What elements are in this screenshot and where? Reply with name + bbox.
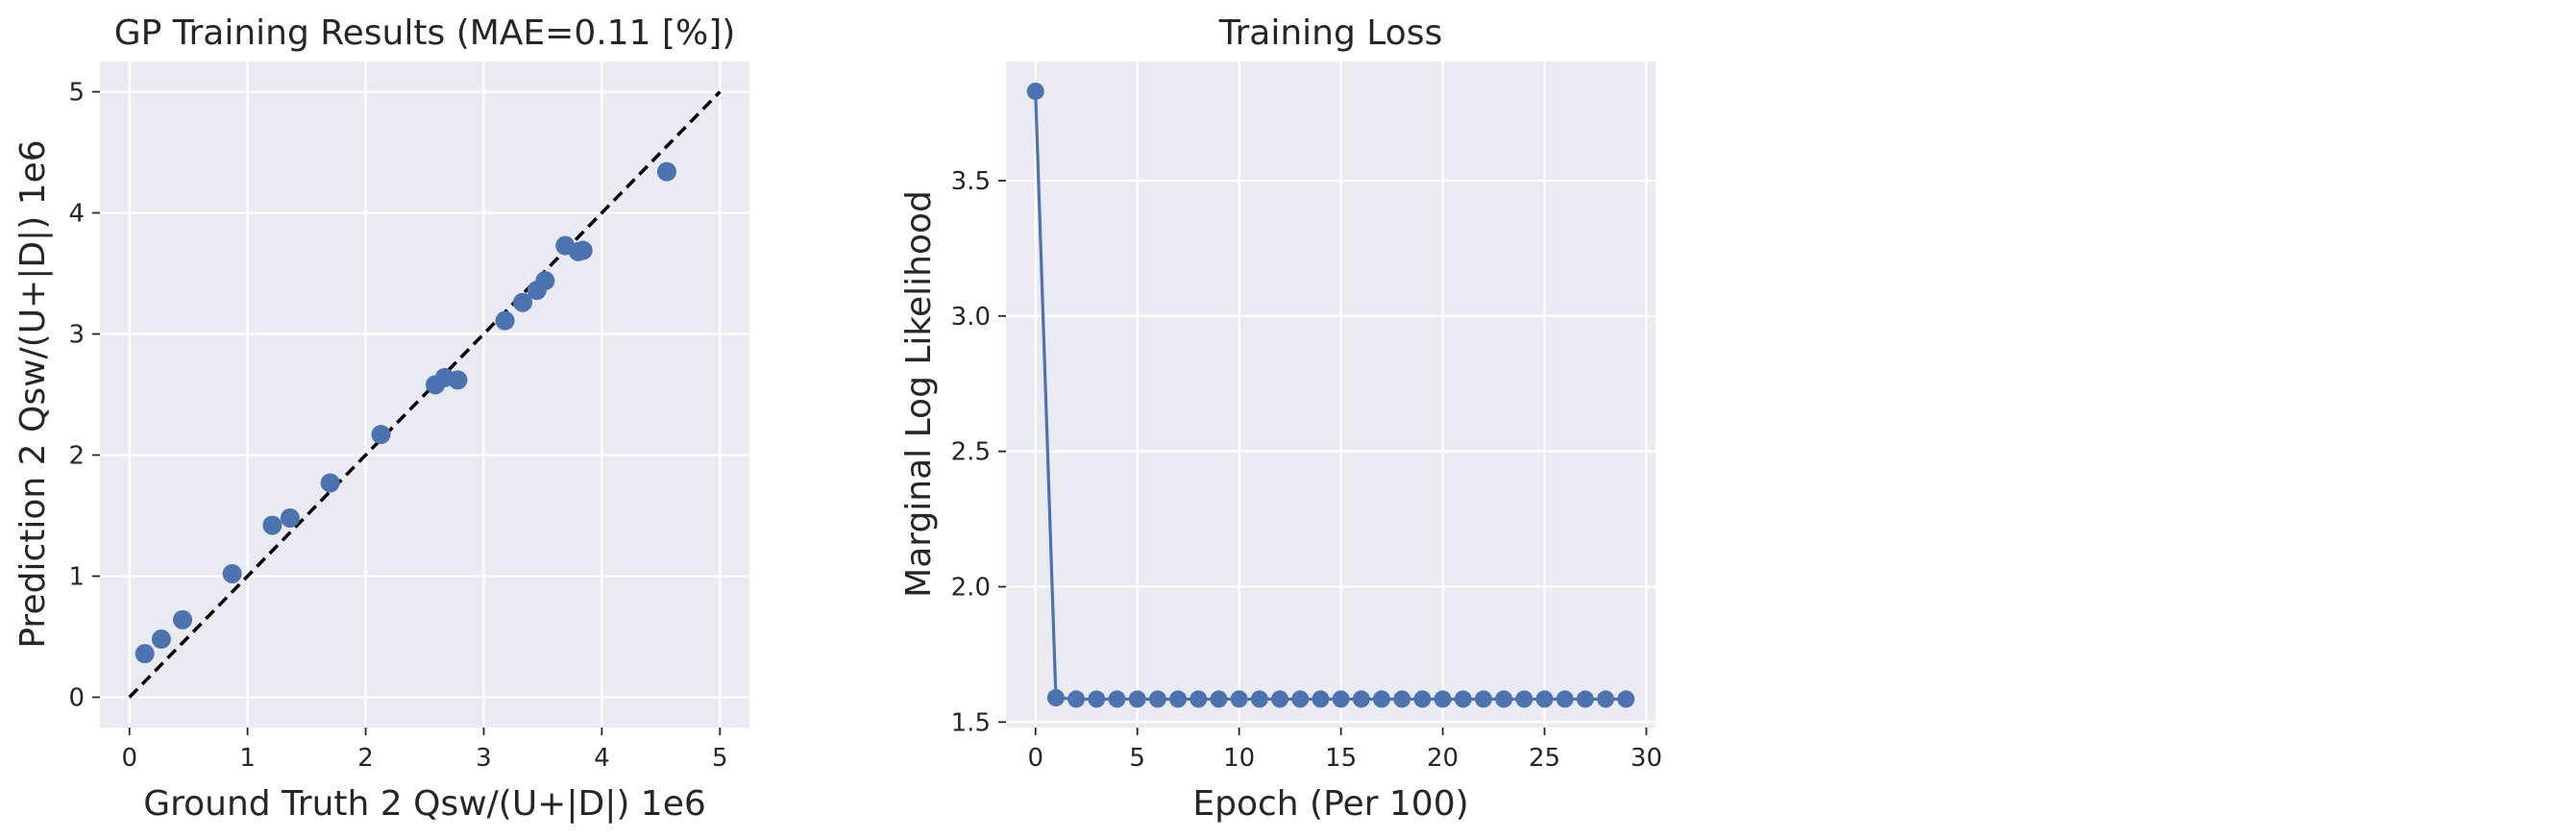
loss-point [1576,690,1594,708]
scatter-point [573,240,593,260]
loss-point [1230,690,1248,708]
scatter-point [262,515,282,535]
scatter-point [135,644,155,664]
loss-point [1190,690,1208,708]
loss-point [1291,690,1310,708]
x-tick-label: 3 [476,744,492,773]
loss-point [1495,690,1513,708]
identity-reference-line [128,90,722,699]
scatter-point [173,609,193,629]
scatter-point [222,563,242,583]
scatter-chart-gp-training: 0 1 2 3 4 5 0 1 2 3 4 5 GP Training Results (MAE=0.… [13,13,749,824]
y-tick-label: 0 [68,684,85,713]
y-tick-label: 5 [68,79,85,108]
loss-point [1556,690,1574,708]
axis-ticks: 0 5 10 15 20 25 30 1.5 2.0 2.5 3.0 3.5 [951,167,1662,773]
plot-area-background [1006,62,1656,728]
loss-point [1515,690,1533,708]
y-tick-label: 2 [68,442,85,471]
scatter-point [371,425,391,445]
scatter-point [513,292,533,312]
loss-point [1474,690,1492,708]
loss-point [1434,690,1452,708]
x-tick-label: 1 [239,744,256,773]
scatter-point [656,161,676,182]
y-tick-label: 1.5 [951,708,991,737]
x-tick-label: 10 [1223,744,1255,773]
loss-point [1046,689,1065,707]
axis-ticks: 0 1 2 3 4 5 0 1 2 3 4 5 [68,79,727,774]
loss-point [1393,690,1411,708]
y-tick-label: 2.0 [951,574,991,603]
scatter-point [535,271,555,291]
loss-point [1372,690,1390,708]
y-tick-label: 3.0 [951,303,991,332]
loss-point [1352,690,1370,708]
y-tick-label: 3.5 [951,167,991,196]
loss-point [1169,690,1188,708]
x-axis-label: Epoch (Per 100) [1192,784,1468,824]
scatter-point [280,508,300,529]
loss-point [1108,690,1126,708]
loss-point [1597,690,1615,708]
loss-point [1271,690,1289,708]
loss-point [1210,690,1228,708]
x-axis-label: Ground Truth 2 Qsw/(U+|D|) 1e6 [143,784,706,824]
scatter-point [151,629,171,650]
y-axis-label: Marginal Log Likelihood [899,190,939,598]
x-tick-label: 4 [594,744,610,773]
x-tick-label: 0 [121,744,137,773]
x-tick-label: 5 [1129,744,1145,773]
x-tick-label: 2 [357,744,374,773]
loss-point [1454,690,1472,708]
data-points [135,161,676,664]
y-axis-label: Prediction 2 Qsw/(U+|D|) 1e6 [13,139,53,648]
chart-title: GP Training Results (MAE=0.11 [%]) [114,13,736,53]
x-tick-label: 30 [1631,744,1662,773]
chart-title: Training Loss [1218,13,1442,53]
grid-lines [1006,62,1656,728]
loss-point [1088,690,1106,708]
x-tick-label: 25 [1529,744,1560,773]
loss-point [1617,690,1635,708]
x-tick-label: 5 [712,744,728,773]
loss-point [1535,690,1554,708]
loss-point [1148,690,1166,708]
grid-lines [100,62,749,728]
loss-point [1250,690,1268,708]
scatter-point [320,473,340,493]
loss-series-markers [1026,82,1635,708]
y-tick-label: 2.5 [951,438,991,467]
loss-point [1312,690,1330,708]
loss-point [1332,690,1350,708]
loss-point [1026,82,1044,100]
loss-point [1128,690,1146,708]
x-tick-label: 15 [1325,744,1357,773]
loss-point [1413,690,1432,708]
scatter-point [448,370,468,390]
line-chart-training-loss: 0 5 10 15 20 25 30 1.5 2.0 2.5 3.0 3.5 Training Los… [899,13,1662,824]
y-tick-label: 4 [68,200,85,229]
x-tick-label: 20 [1427,744,1459,773]
x-tick-label: 0 [1027,744,1043,773]
y-tick-label: 1 [68,563,85,592]
loss-point [1067,690,1086,708]
scatter-point [495,310,515,331]
y-tick-label: 3 [68,321,85,350]
